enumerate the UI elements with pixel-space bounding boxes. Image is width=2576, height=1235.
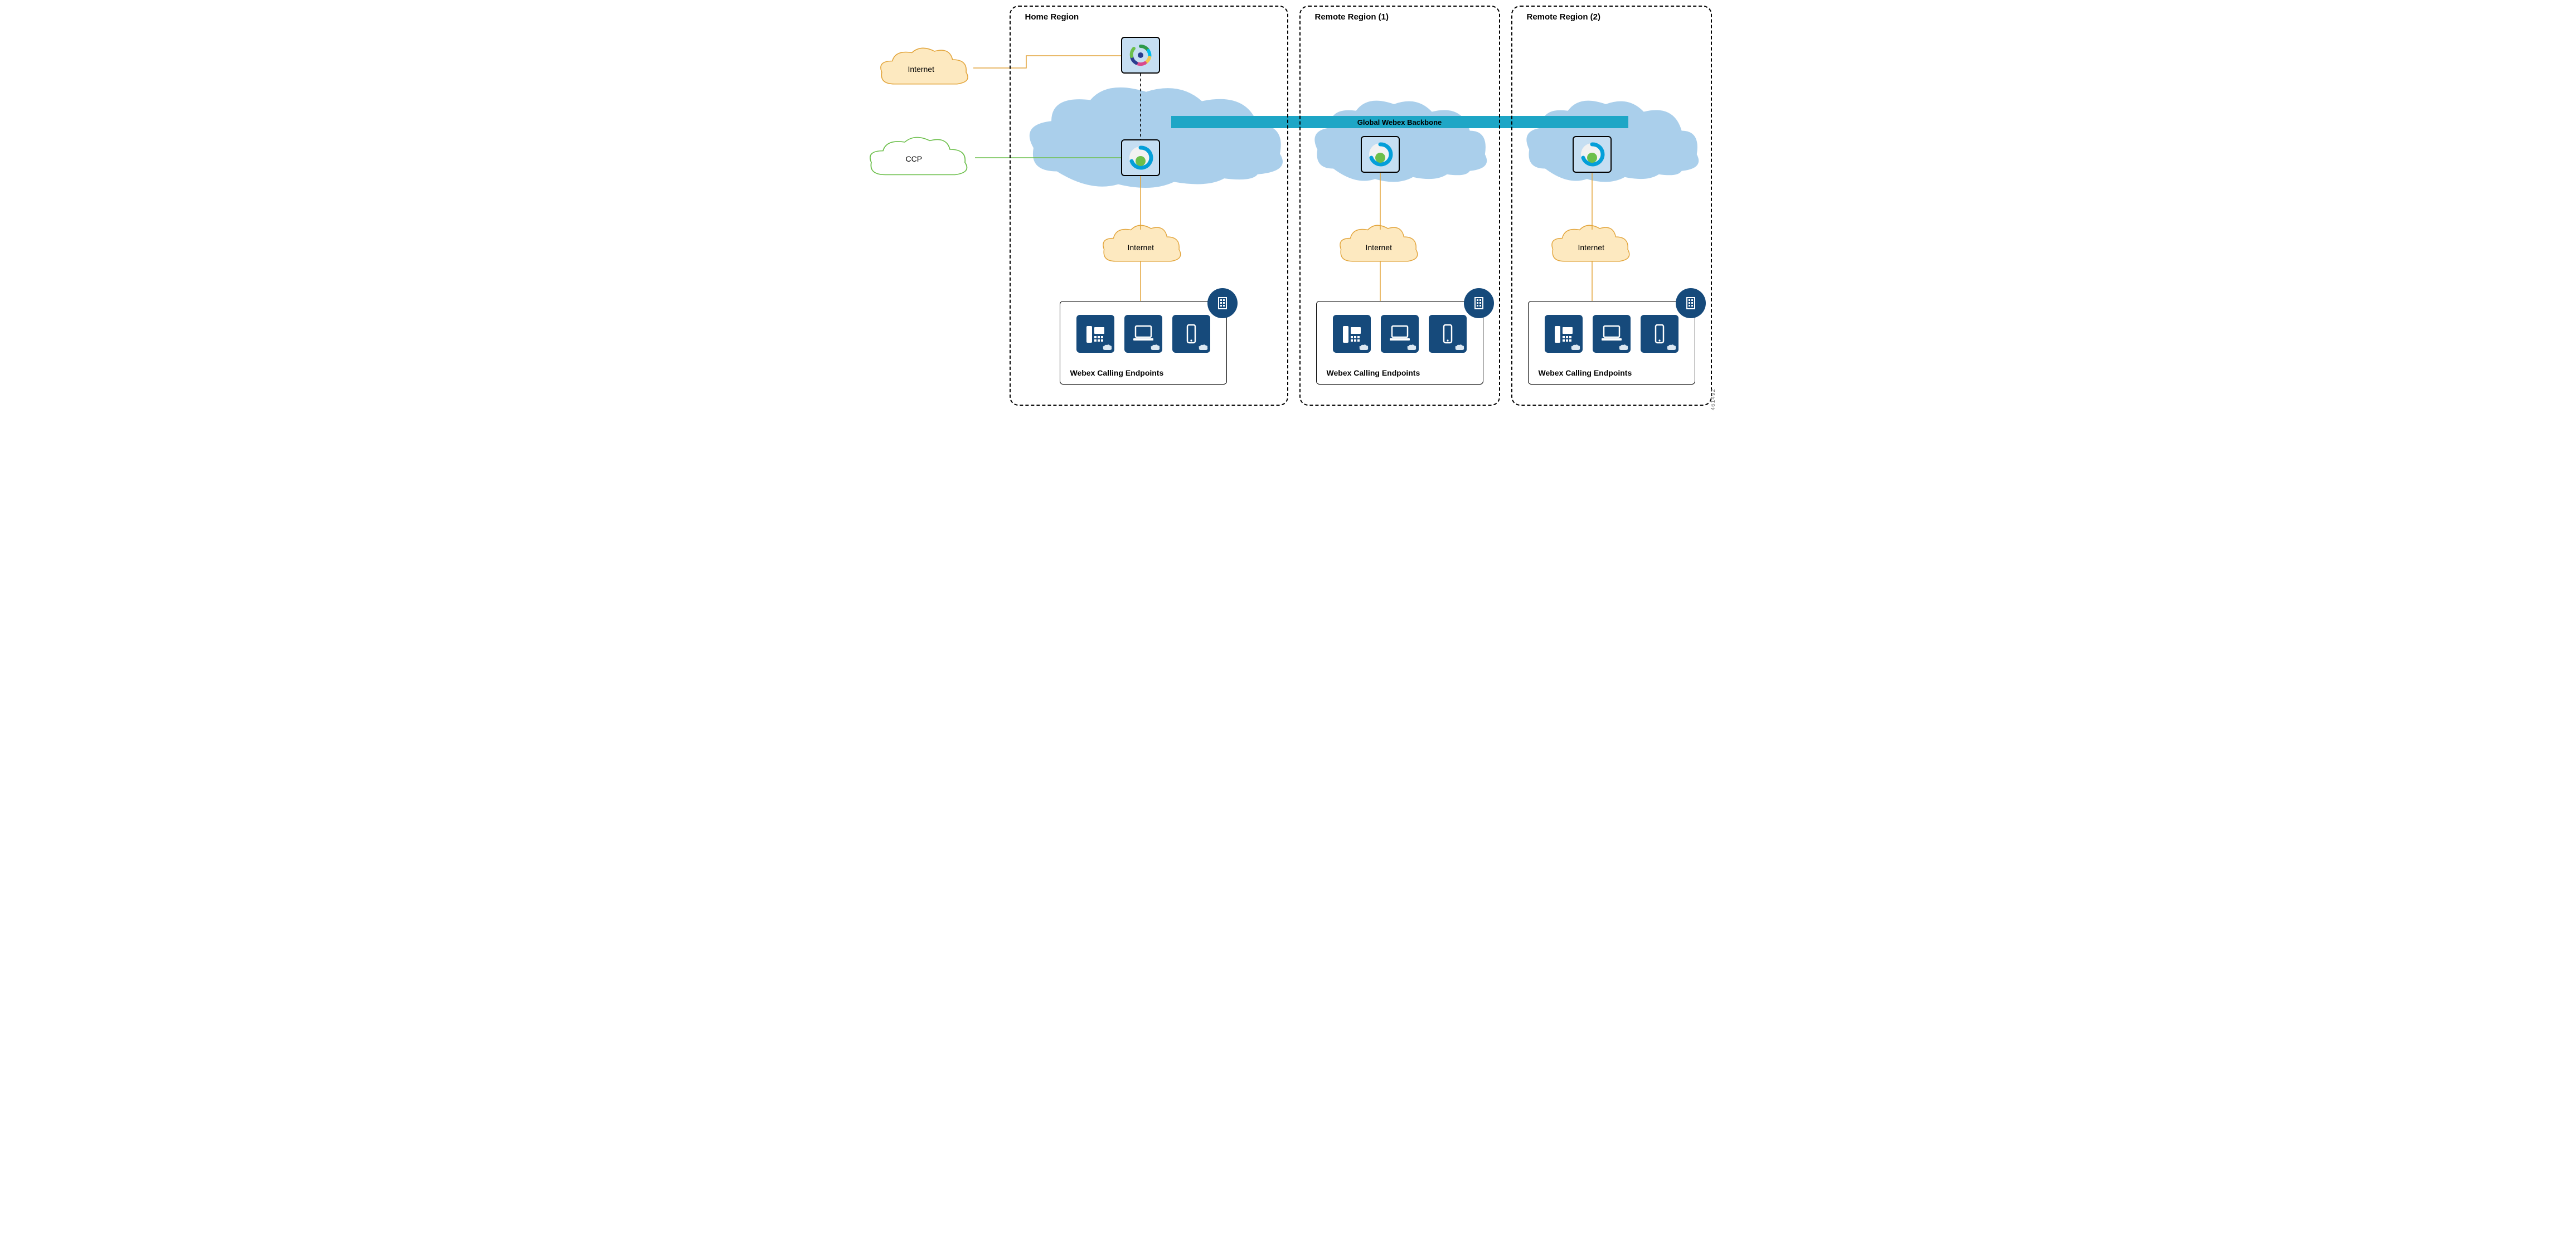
building-icon [1683,295,1699,311]
internet-r2-label: Internet [1578,243,1604,252]
region-remote2-title: Remote Region (2) [1527,12,1601,22]
cloud-mini-icon [1102,344,1112,351]
endpoint-laptop [1124,315,1162,353]
smartphone-icon [1647,322,1672,346]
building-icon [1215,295,1230,311]
cloud-mini-icon [1666,344,1676,351]
webex-r1-icon-box [1361,136,1400,173]
endpoints-r2-title: Webex Calling Endpoints [1539,368,1632,377]
endpoints-remote2: Webex Calling Endpoints [1528,301,1695,385]
cloud-mini-icon [1150,344,1160,351]
desk-phone-icon [1340,322,1364,346]
webex-calling-icon [1367,141,1394,168]
endpoints-r1-icons [1317,315,1483,353]
diagram-canvas: Global Webex Backbone Home Region Remote… [859,0,1718,412]
desk-phone-icon [1551,322,1576,346]
desk-phone-icon [1083,322,1108,346]
control-hub-icon [1128,43,1153,67]
cloud-mini-icon [1359,344,1369,351]
endpoints-home: Webex Calling Endpoints [1060,301,1227,385]
cloud-mini-icon [1570,344,1580,351]
webex-calling-icon [1579,141,1605,168]
laptop-icon [1386,322,1413,346]
endpoint-desk-phone [1333,315,1371,353]
endpoint-smartphone [1429,315,1467,353]
laptop-icon [1130,322,1157,346]
region-remote1-title: Remote Region (1) [1315,12,1389,22]
internet-r1-label: Internet [1366,243,1392,252]
cloud-mini-icon [1406,344,1416,351]
building-badge-home [1207,288,1238,318]
endpoint-laptop [1381,315,1419,353]
cloud-mini-icon [1198,344,1208,351]
cloud-mini-icon [1618,344,1628,351]
building-badge-r1 [1464,288,1494,318]
webex-home-icon-box [1121,139,1160,176]
image-id-label: 461492 [1710,388,1716,410]
smartphone-icon [1435,322,1460,346]
building-icon [1471,295,1487,311]
endpoint-smartphone [1172,315,1210,353]
endpoint-laptop [1593,315,1631,353]
webex-r2-icon-box [1573,136,1612,173]
endpoints-r2-icons [1529,315,1695,353]
laptop-icon [1598,322,1625,346]
endpoint-desk-phone [1545,315,1583,353]
internet-left-label: Internet [908,65,934,74]
smartphone-icon [1179,322,1204,346]
ccp-label: CCP [906,154,923,163]
region-home-title: Home Region [1025,12,1079,22]
building-badge-r2 [1676,288,1706,318]
endpoints-r1-title: Webex Calling Endpoints [1327,368,1420,377]
endpoints-home-icons [1060,315,1226,353]
endpoint-desk-phone [1076,315,1114,353]
endpoints-remote1: Webex Calling Endpoints [1316,301,1483,385]
control-hub-icon-box [1121,37,1160,74]
cloud-mini-icon [1454,344,1464,351]
internet-home-label: Internet [1128,243,1154,252]
webex-calling-icon [1127,144,1154,171]
endpoints-home-title: Webex Calling Endpoints [1070,368,1164,377]
endpoint-smartphone [1641,315,1678,353]
